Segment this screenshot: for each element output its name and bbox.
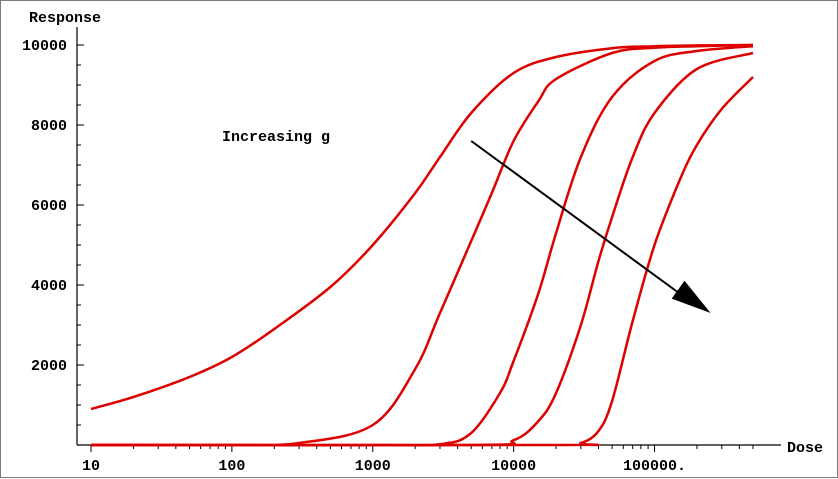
x-axis-label: Dose — [787, 440, 823, 457]
response-curve-5 — [90, 76, 754, 447]
y-tick-label: 10000 — [22, 38, 67, 55]
axes: 2000 4000 6000 8000 10000 10 100 1000 10000 10000… — [22, 27, 781, 475]
x-tick-label: 10 — [82, 458, 100, 475]
x-tick-label: 10000 — [491, 458, 536, 475]
response-curve-1 — [90, 43, 754, 411]
arrowhead-icon — [671, 280, 711, 313]
y-tick-label: 2000 — [31, 358, 67, 375]
x-tick-label: 1000 — [355, 458, 391, 475]
x-tick-label: 100 — [218, 458, 245, 475]
annotation-text: Increasing g — [222, 129, 330, 146]
y-tick-label: 4000 — [31, 278, 67, 295]
y-tick-label: 8000 — [31, 118, 67, 135]
response-curve-2 — [90, 43, 754, 447]
y-axis-label: Response — [29, 10, 101, 27]
response-curves — [90, 43, 754, 447]
annotations: Increasing g — [222, 129, 711, 313]
x-tick-label: 100000. — [623, 458, 686, 475]
increasing-g-arrow — [470, 140, 694, 304]
y-tick-label: 6000 — [31, 198, 67, 215]
